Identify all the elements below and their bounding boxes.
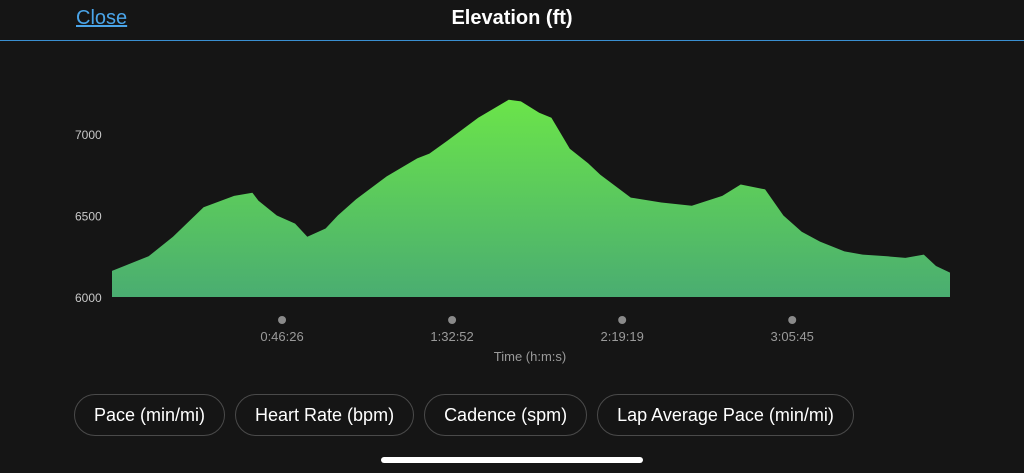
y-tick-label: 7000 [75,128,102,142]
pace-button[interactable]: Pace (min/mi) [74,394,226,436]
y-tick-label: 6000 [75,291,102,305]
x-tick-marker [448,316,457,324]
page-title: Elevation (ft) [451,7,573,29]
x-tick-label: 3:05:45 [771,329,814,344]
x-tick-marker [618,316,627,324]
top-bar: Close Elevation (ft) [0,0,1024,41]
elevation-chart: 7000 6500 6000 0:46:26 1:32:52 2:19:19 3:05:4… [75,99,950,364]
x-tick-label: 1:32:52 [430,329,473,344]
x-tick-marker [788,316,797,324]
elevation-area [112,99,950,297]
metric-buttons: Pace (min/mi) Heart Rate (bpm) Cadence (… [74,394,854,436]
lap-average-pace-button[interactable]: Lap Average Pace (min/mi) [597,394,854,436]
y-tick-label: 6500 [75,210,102,224]
x-tick-label: 0:46:26 [260,329,303,344]
x-axis-label: Time (h:m:s) [494,349,566,364]
x-tick-marker [278,316,287,324]
heart-rate-button[interactable]: Heart Rate (bpm) [235,394,415,436]
x-tick-label: 2:19:19 [600,329,643,344]
cadence-button[interactable]: Cadence (spm) [424,394,588,436]
close-button[interactable]: Close [76,7,128,29]
home-indicator[interactable] [381,457,643,463]
